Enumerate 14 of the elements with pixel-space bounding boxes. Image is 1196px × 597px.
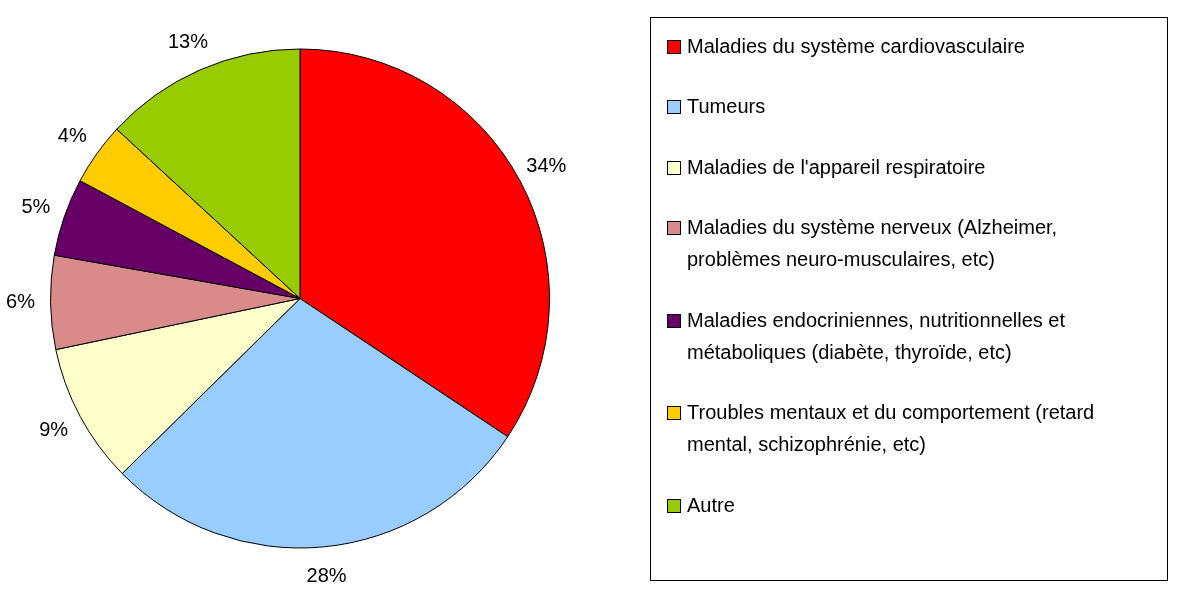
data-label: 6% (6, 290, 36, 313)
data-label: 9% (39, 418, 69, 441)
data-label: 13% (167, 29, 209, 52)
legend-label: Maladies endocriniennes, nutritionnelles et métaboliques (diabète, thyroïde, etc) (687, 307, 1066, 365)
legend-label: Troubles mentaux et du comportement (retard mental, schizophrénie, etc) (687, 400, 1096, 458)
data-label: 34% (526, 154, 567, 177)
legend-label: Autre (687, 492, 735, 518)
legend-label: Maladies du système cardiovasculaire (687, 33, 1025, 59)
legend-label: Tumeurs (687, 94, 766, 120)
data-label: 28% (306, 564, 347, 587)
legend-label: Maladies du système nerveux (Alzheimer, problèmes neuro-musculaires, etc) (687, 215, 1059, 273)
data-label: 4% (57, 123, 87, 146)
data-label: 5% (21, 194, 51, 217)
legend-label: Maladies de l'appareil respiratoire (687, 154, 986, 180)
